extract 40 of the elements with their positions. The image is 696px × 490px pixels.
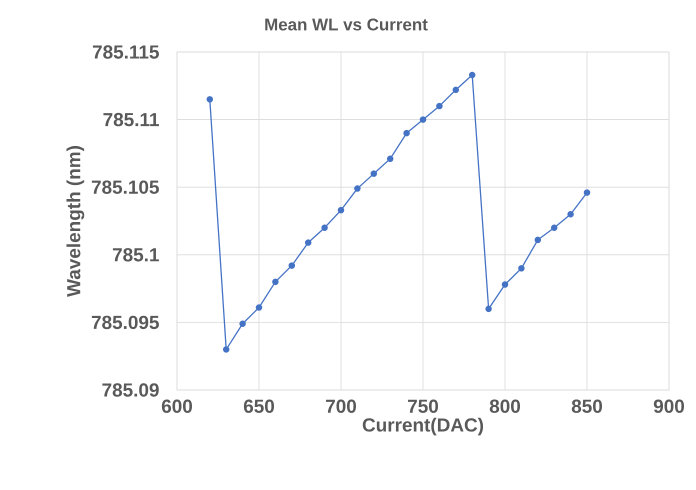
- point: [354, 185, 361, 192]
- y-tick-label: 785.11: [103, 112, 159, 126]
- x-axis-title: Current(DAC): [362, 418, 484, 436]
- point: [452, 86, 460, 94]
- point: [272, 278, 279, 286]
- point: [370, 170, 378, 177]
- point: [420, 116, 426, 123]
- chart-title: Mean WL vs Current: [265, 18, 428, 31]
- y-tick-label: 785.09: [102, 383, 159, 397]
- point: [567, 210, 574, 218]
- x-tick-label: 650: [244, 400, 274, 413]
- point: [239, 320, 246, 327]
- y-tick-label: 785.105: [92, 180, 159, 194]
- point: [304, 239, 312, 246]
- point: [502, 281, 508, 288]
- y-tick-label: 785.1: [112, 248, 159, 262]
- x-tick-label: 700: [326, 400, 356, 413]
- x-tick-label: 750: [408, 400, 438, 413]
- point: [468, 72, 476, 78]
- y-tick-label: 785.095: [92, 316, 159, 330]
- y-axis-title: Wavelength (nm): [66, 146, 84, 297]
- point: [534, 236, 542, 244]
- y-tick-label: 785.115: [92, 45, 159, 59]
- point: [338, 206, 344, 214]
- point: [256, 304, 262, 311]
- x-tick-label: 900: [654, 400, 684, 413]
- point: [584, 189, 590, 196]
- x-tick-label: 850: [572, 400, 602, 413]
- point: [485, 306, 492, 312]
- point: [403, 130, 410, 136]
- point: [222, 346, 230, 353]
- x-tick-label: 800: [490, 400, 520, 413]
- point: [288, 262, 296, 269]
- point: [206, 96, 214, 103]
- point: [550, 224, 558, 231]
- point: [518, 265, 525, 272]
- point: [436, 102, 443, 110]
- point: [386, 156, 394, 162]
- point: [321, 224, 328, 231]
- x-tick-label: 600: [162, 400, 192, 413]
